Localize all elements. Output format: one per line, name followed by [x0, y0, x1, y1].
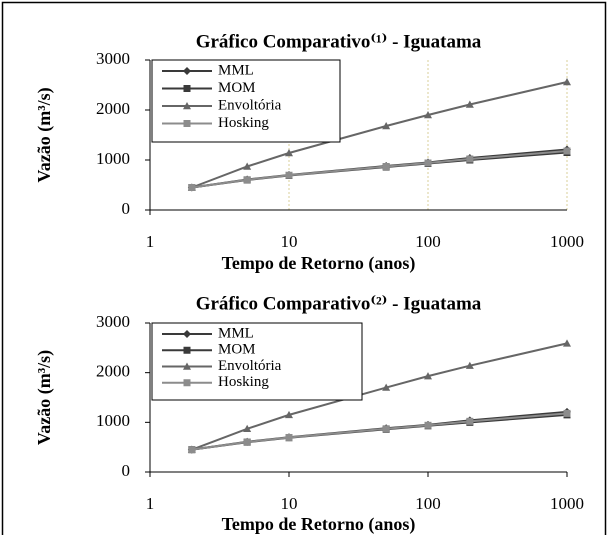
data-point [563, 409, 571, 417]
data-point [243, 162, 252, 170]
data-point [563, 78, 571, 86]
legend-marker [183, 85, 191, 92]
legend-marker [183, 362, 191, 370]
legend-label: Envoltória [218, 97, 282, 113]
data-point [243, 176, 251, 184]
y-tick-label: 1000 [96, 411, 130, 430]
legend-label: MOM [218, 80, 256, 96]
data-point [466, 155, 474, 163]
y-axis-label: Vazão (m³/s) [34, 87, 55, 182]
legend-marker [183, 346, 191, 354]
y-axis-label: Vazão (m³/s) [34, 350, 55, 445]
legend-label: Envoltória [218, 358, 282, 374]
data-point [285, 433, 293, 441]
y-tick-label: 0 [122, 199, 131, 218]
x-tick-label: 100 [415, 494, 441, 513]
legend-label: Hosking [218, 374, 269, 390]
y-tick-label: 0 [122, 461, 131, 480]
x-tick-label: 10 [281, 494, 298, 513]
legend-label: MML [218, 325, 254, 341]
data-point [563, 147, 571, 155]
legend-marker [183, 330, 191, 338]
legend-marker [183, 102, 191, 110]
y-tick-label: 3000 [96, 49, 130, 68]
x-tick-label: 100 [415, 232, 441, 251]
legend-label: MML [218, 62, 254, 78]
data-point [382, 122, 391, 130]
data-point [424, 111, 432, 119]
chart-title: Gráfico Comparativo⁽¹⁾ - Iguatama [196, 31, 482, 52]
y-tick-label: 2000 [96, 99, 130, 118]
legend-marker [183, 379, 191, 387]
data-point [285, 171, 293, 179]
data-point [465, 361, 474, 369]
y-tick-label: 3000 [96, 312, 130, 331]
x-tick-label: 1 [146, 232, 155, 251]
data-point [424, 159, 432, 167]
x-axis-label: Tempo de Retorno (anos) [222, 253, 416, 274]
y-tick-label: 1000 [96, 149, 130, 168]
legend-label: Hosking [218, 115, 269, 131]
x-axis-label: Tempo de Retorno (anos) [222, 514, 416, 535]
data-point [382, 383, 391, 391]
data-point [424, 372, 432, 380]
data-point [466, 417, 474, 425]
y-tick-label: 2000 [96, 362, 130, 381]
x-tick-label: 1000 [550, 232, 584, 251]
legend-box [151, 59, 341, 143]
legend-label: MOM [218, 342, 256, 358]
data-point [465, 100, 474, 108]
data-point [382, 163, 390, 170]
data-point [285, 410, 293, 419]
data-point [563, 339, 571, 347]
x-tick-label: 10 [281, 232, 298, 251]
legend-marker [183, 120, 191, 127]
legend-marker [183, 67, 191, 75]
data-point [243, 424, 252, 432]
data-point [188, 184, 196, 191]
data-point [188, 446, 196, 454]
data-point [382, 425, 390, 433]
x-tick-label: 1 [146, 494, 155, 513]
data-point [285, 149, 293, 157]
data-point [424, 421, 432, 429]
data-point [243, 438, 251, 446]
chart-title: Gráfico Comparativo⁽²⁾ - Iguatama [196, 293, 482, 314]
x-tick-label: 1000 [550, 494, 584, 513]
